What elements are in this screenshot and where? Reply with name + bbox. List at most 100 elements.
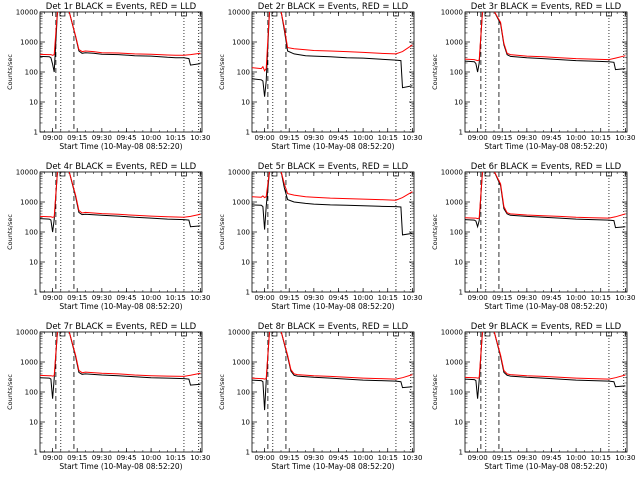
y-tick-label: 1	[34, 449, 38, 457]
y-tick-label: 10000	[441, 9, 463, 17]
detector-panel-4: Det 4r BLACK = Events, RED = LLD 1 10 100 10…	[6, 162, 210, 311]
series-lld-line	[252, 12, 413, 72]
plot-frame	[251, 11, 415, 133]
interval-marker	[271, 171, 278, 177]
x-tick-label: 09:00	[42, 454, 62, 462]
y-tick-label: 100	[25, 229, 38, 237]
y-tick-label: 10000	[16, 329, 38, 337]
y-tick-label: 10	[29, 419, 38, 427]
y-tick-label: 10	[454, 99, 463, 107]
x-axis-label: Start Time (10-May-08 08:52:20)	[59, 302, 182, 311]
y-tick-label: 10000	[228, 9, 250, 17]
x-tick-label: 10:30	[190, 454, 210, 462]
x-tick-label: 09:45	[116, 454, 136, 462]
y-tick-label: 100	[237, 69, 250, 77]
interval-marker	[393, 331, 399, 337]
series-events-line	[465, 172, 626, 229]
y-tick-label: 10000	[16, 9, 38, 17]
panel-title: Det 9r BLACK = Events, RED = LLD	[471, 322, 622, 332]
panel-title: Det 1r BLACK = Events, RED = LLD	[46, 2, 197, 12]
y-tick-label: 1	[34, 129, 38, 137]
x-tick-label: 09:15	[67, 454, 87, 462]
y-tick-label: 1	[459, 289, 463, 297]
x-tick-label: 09:00	[254, 454, 274, 462]
x-tick-label: 09:45	[541, 294, 561, 302]
x-tick-label: 10:15	[378, 294, 398, 302]
x-tick-label: 09:45	[541, 454, 561, 462]
y-tick-label: 10	[29, 99, 38, 107]
x-tick-label: 09:00	[467, 134, 487, 142]
x-tick-label: 10:30	[190, 134, 210, 142]
series-group	[465, 332, 626, 399]
series-group	[40, 172, 201, 233]
series-group	[252, 172, 413, 236]
panel-title: Det 5r BLACK = Events, RED = LLD	[258, 162, 409, 172]
detector-panel-5: Det 5r BLACK = Events, RED = LLD 1 10 100 10…	[218, 162, 422, 311]
x-tick-label: 09:15	[279, 454, 299, 462]
x-tick-label: 10:00	[141, 134, 161, 142]
panel-title: Det 7r BLACK = Events, RED = LLD	[46, 322, 197, 332]
x-tick-label: 10:30	[615, 134, 635, 142]
series-group	[252, 12, 413, 97]
panel-title: Det 6r BLACK = Events, RED = LLD	[471, 162, 622, 172]
x-tick-label: 09:45	[328, 134, 348, 142]
series-lld-line	[465, 332, 626, 380]
interval-marker	[181, 11, 187, 17]
y-tick-label: 1	[246, 129, 250, 137]
x-axis-label: Start Time (10-May-08 08:52:20)	[484, 462, 607, 471]
y-axis-label: Counts/sec	[218, 54, 226, 90]
x-tick-label: 09:30	[517, 134, 537, 142]
interval-marker	[393, 171, 399, 177]
series-events-line	[40, 172, 201, 233]
series-group	[40, 332, 201, 399]
x-tick-label: 09:45	[116, 294, 136, 302]
x-tick-label: 09:00	[42, 134, 62, 142]
detector-panel-8: Det 8r BLACK = Events, RED = LLD 1 10 100 10…	[218, 322, 422, 471]
x-axis-label: Start Time (10-May-08 08:52:20)	[271, 142, 394, 151]
plot-frame	[464, 171, 628, 293]
y-axis-label: Counts/sec	[218, 374, 226, 410]
y-tick-label: 10000	[228, 169, 250, 177]
series-group	[465, 172, 626, 229]
x-tick-label: 09:00	[42, 294, 62, 302]
y-tick-label: 10000	[441, 169, 463, 177]
y-tick-label: 1000	[232, 199, 250, 207]
y-axis-label: Counts/sec	[6, 374, 14, 410]
y-tick-label: 1	[34, 289, 38, 297]
x-tick-label: 09:30	[304, 294, 324, 302]
x-tick-label: 09:00	[254, 294, 274, 302]
x-tick-label: 09:00	[254, 134, 274, 142]
panel-title: Det 8r BLACK = Events, RED = LLD	[258, 322, 409, 332]
x-tick-label: 09:30	[92, 134, 112, 142]
panel-title: Det 2r BLACK = Events, RED = LLD	[258, 2, 409, 12]
y-tick-label: 1	[459, 129, 463, 137]
plot-frame	[39, 171, 203, 293]
plot-frame	[464, 11, 628, 133]
y-tick-label: 1000	[20, 39, 38, 47]
x-tick-label: 10:30	[402, 294, 422, 302]
y-tick-label: 100	[450, 229, 463, 237]
y-axis-label: Counts/sec	[431, 214, 439, 250]
x-tick-label: 09:15	[279, 294, 299, 302]
y-tick-label: 10000	[441, 329, 463, 337]
series-group	[465, 12, 626, 73]
y-tick-label: 1000	[20, 359, 38, 367]
x-axis-label: Start Time (10-May-08 08:52:20)	[484, 142, 607, 151]
interval-marker	[181, 171, 187, 177]
interval-marker	[484, 331, 491, 337]
series-lld-line	[252, 172, 413, 201]
plot-frame	[251, 171, 415, 293]
x-tick-label: 09:00	[467, 454, 487, 462]
y-axis-label: Counts/sec	[431, 54, 439, 90]
x-tick-label: 09:15	[67, 294, 87, 302]
x-tick-label: 09:45	[116, 134, 136, 142]
x-tick-label: 10:00	[353, 294, 373, 302]
x-tick-label: 09:15	[492, 294, 512, 302]
x-tick-label: 09:15	[67, 134, 87, 142]
detector-panel-2: Det 2r BLACK = Events, RED = LLD 1 10 100 10…	[218, 2, 422, 151]
y-tick-label: 10	[454, 259, 463, 267]
interval-marker	[271, 11, 278, 17]
y-tick-label: 1	[459, 449, 463, 457]
x-tick-label: 10:15	[166, 454, 186, 462]
x-tick-label: 09:00	[467, 294, 487, 302]
